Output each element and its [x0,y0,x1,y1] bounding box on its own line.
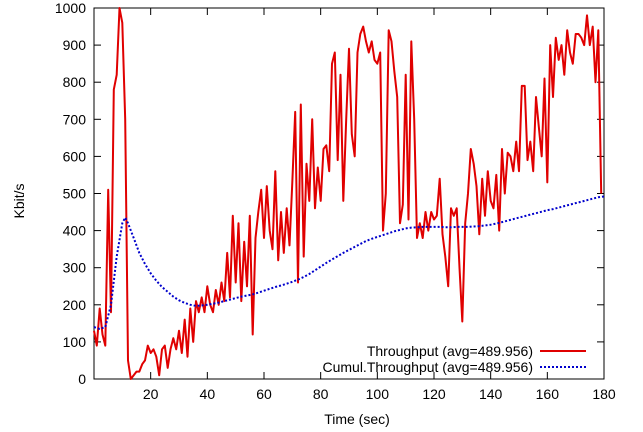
x-axis-label: Time (sec) [324,411,390,427]
y-tick-label: 800 [63,74,87,90]
x-tick-label: 100 [366,386,390,402]
x-axis-ticks: 20 40 60 80 100 120 140 160 180 [143,8,616,402]
y-tick-label: 1000 [55,0,86,16]
x-tick-label: 40 [200,386,216,402]
y-tick-label: 500 [63,186,87,202]
y-tick-label: 400 [63,223,87,239]
y-tick-label: 600 [63,148,87,164]
x-tick-label: 20 [143,386,159,402]
y-tick-label: 100 [63,334,87,350]
x-tick-label: 160 [536,386,560,402]
y-tick-label: 700 [63,111,87,127]
y-tick-label: 300 [63,260,87,276]
series-line-cumul-throughput [93,195,605,330]
legend: Throughput (avg=489.956) Cumul.Throughpu… [322,343,586,375]
x-tick-label: 80 [313,386,329,402]
y-tick-label: 900 [63,37,87,53]
y-tick-label: 0 [78,371,86,387]
x-tick-label: 180 [592,386,616,402]
series-line-throughput [93,7,603,380]
x-tick-label: 60 [256,386,272,402]
y-tick-label: 200 [63,297,87,313]
legend-label-cumul-throughput: Cumul.Throughput (avg=489.956) [322,359,533,375]
x-tick-label: 140 [479,386,503,402]
x-tick-label: 120 [422,386,446,402]
legend-label-throughput: Throughput (avg=489.956) [367,343,533,359]
series-layer [93,7,605,380]
y-axis-ticks: 0 100 200 300 400 500 600 700 800 900 1000 [55,0,604,387]
y-axis-label: Kbit/s [11,183,27,218]
